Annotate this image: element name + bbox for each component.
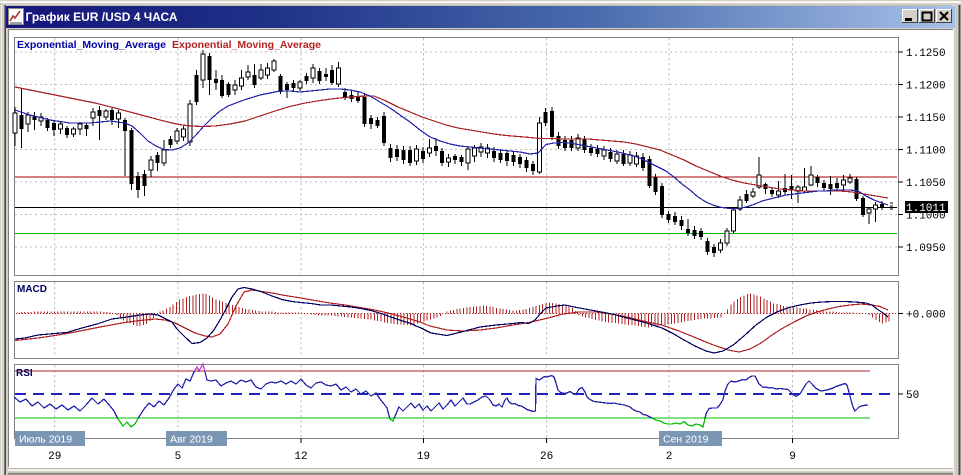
svg-text:RSI: RSI bbox=[16, 368, 33, 379]
svg-text:19: 19 bbox=[417, 451, 430, 463]
svg-text:MACD: MACD bbox=[17, 284, 47, 295]
svg-text:1.1050: 1.1050 bbox=[906, 178, 946, 190]
svg-text:Июль 2019: Июль 2019 bbox=[19, 434, 72, 446]
svg-text:12: 12 bbox=[294, 451, 307, 463]
svg-text:1.1250: 1.1250 bbox=[906, 48, 946, 60]
svg-text:1.1200: 1.1200 bbox=[906, 81, 946, 93]
svg-text:1.1011: 1.1011 bbox=[906, 203, 946, 215]
svg-text:1.0950: 1.0950 bbox=[906, 243, 946, 255]
svg-text:5: 5 bbox=[175, 451, 182, 463]
svg-text:График EUR /USD 4 ЧАСА: График EUR /USD 4 ЧАСА bbox=[26, 10, 178, 24]
svg-text:2: 2 bbox=[666, 451, 673, 463]
svg-text:Exponential_Moving_Average: Exponential_Moving_Average bbox=[17, 39, 166, 51]
svg-text:9: 9 bbox=[789, 451, 796, 463]
svg-text:50: 50 bbox=[906, 390, 919, 402]
svg-text:+0.000: +0.000 bbox=[906, 310, 946, 322]
svg-text:1.1100: 1.1100 bbox=[906, 146, 946, 158]
svg-text:Exponential_Moving_Average: Exponential_Moving_Average bbox=[172, 39, 321, 51]
svg-text:Сен 2019: Сен 2019 bbox=[663, 434, 709, 446]
svg-text:1.1000: 1.1000 bbox=[906, 211, 946, 223]
svg-text:Авг 2019: Авг 2019 bbox=[170, 434, 213, 446]
svg-text:26: 26 bbox=[540, 451, 553, 463]
svg-text:1.1150: 1.1150 bbox=[906, 113, 946, 125]
svg-text:29: 29 bbox=[48, 451, 61, 463]
